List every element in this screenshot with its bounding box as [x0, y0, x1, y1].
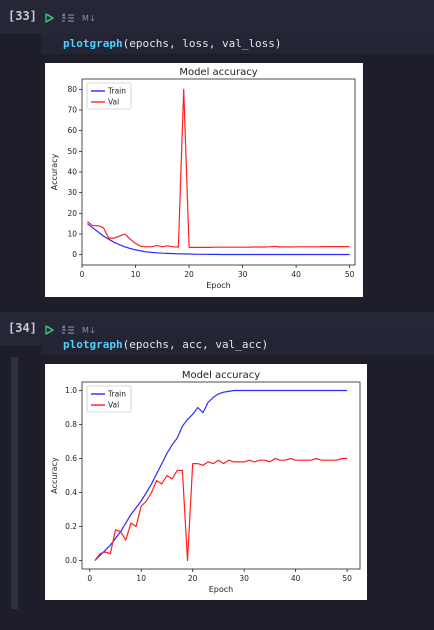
y-axis-label: Accuracy [50, 153, 59, 190]
x-tick-label: 20 [184, 270, 194, 279]
y-tick-label: 0.8 [65, 420, 77, 429]
y-tick-label: 60 [67, 126, 77, 135]
code-args: (epochs, acc, val_acc) [122, 338, 269, 351]
chart-title: Model accuracy [179, 67, 257, 78]
execution-count: [33] [8, 9, 37, 23]
x-axis-label: Epoch [206, 281, 231, 290]
x-tick-label: 30 [239, 574, 249, 583]
legend-label: Val [108, 98, 119, 107]
y-axis-label: Accuracy [50, 457, 59, 494]
x-tick-label: 50 [345, 270, 355, 279]
y-tick-label: 70 [67, 106, 77, 115]
y-tick-label: 0.0 [65, 556, 77, 565]
x-tick-label: 40 [291, 574, 301, 583]
y-tick-label: 50 [67, 147, 77, 156]
series-line-val [87, 88, 350, 248]
legend-label: Train [107, 87, 126, 96]
loss-chart: Model accuracy 0 10 20 30 40 50 0 10 20 30 40 50 60 70… [50, 67, 356, 290]
y-tick-label: 10 [67, 230, 77, 239]
y-tick-label: 0.6 [65, 454, 77, 463]
code-input[interactable]: plotgraph(epochs, loss, val_loss) [41, 34, 434, 54]
x-tick-label: 0 [87, 574, 92, 583]
y-tick-label: 30 [67, 188, 77, 197]
output-scroll-gutter[interactable] [11, 357, 18, 609]
x-axis-label: Epoch [209, 585, 234, 594]
cell-toolbar: M↓ [45, 10, 96, 26]
y-tick-label: 0.4 [65, 488, 77, 497]
cell-toolbar: M↓ [45, 322, 96, 338]
cell-header [0, 0, 434, 34]
code-input[interactable]: plotgraph(epochs, acc, val_acc) [41, 335, 434, 355]
code-function: plotgraph [63, 338, 123, 351]
y-tick-label: 80 [67, 85, 77, 94]
legend-label: Val [108, 401, 119, 410]
code-function: plotgraph [63, 37, 123, 50]
x-tick-label: 20 [188, 574, 198, 583]
y-tick-label: 0.2 [65, 522, 77, 531]
y-tick-label: 0 [72, 250, 77, 259]
markdown-badge[interactable]: M↓ [82, 13, 97, 23]
y-tick-label: 40 [67, 168, 77, 177]
markdown-badge[interactable]: M↓ [82, 325, 97, 335]
x-tick-label: 30 [238, 270, 248, 279]
accuracy-chart: Model accuracy 0 10 20 30 40 50 0.0 0.2 0.4 0.6 0.8… [50, 370, 361, 594]
x-tick-label: 0 [80, 270, 85, 279]
series-line-val [94, 457, 348, 562]
x-tick-label: 10 [136, 574, 146, 583]
x-tick-label: 10 [131, 270, 141, 279]
plot-output: Model accuracy 0 10 20 30 40 50 0.0 0.2 0.4 0.6 0.8… [45, 364, 367, 600]
y-tick-label: 1.0 [65, 386, 77, 395]
markdown-toggle-icon[interactable] [62, 13, 74, 23]
run-cell-icon[interactable] [45, 325, 54, 335]
x-tick-label: 40 [291, 270, 301, 279]
notebook-cell-33: [33] M↓ plotgraph(epochs, loss, val_loss… [0, 0, 434, 300]
series-line-train [87, 223, 350, 256]
plot-frame [81, 381, 361, 570]
execution-count: [34] [8, 321, 37, 335]
plot-output: Model accuracy 0 10 20 30 40 50 0 10 20 30 40 50 60 70… [45, 63, 363, 297]
run-cell-icon[interactable] [45, 13, 54, 23]
markdown-toggle-icon[interactable] [62, 325, 74, 335]
x-tick-label: 50 [342, 574, 352, 583]
series-line-train [94, 389, 348, 561]
y-tick-label: 20 [67, 209, 77, 218]
code-args: (epochs, loss, val_loss) [122, 37, 282, 50]
legend-label: Train [107, 390, 126, 399]
notebook-cell-34: [34] M↓ plotgraph(epochs, acc, val_acc) … [0, 312, 434, 630]
chart-title: Model accuracy [182, 370, 260, 381]
